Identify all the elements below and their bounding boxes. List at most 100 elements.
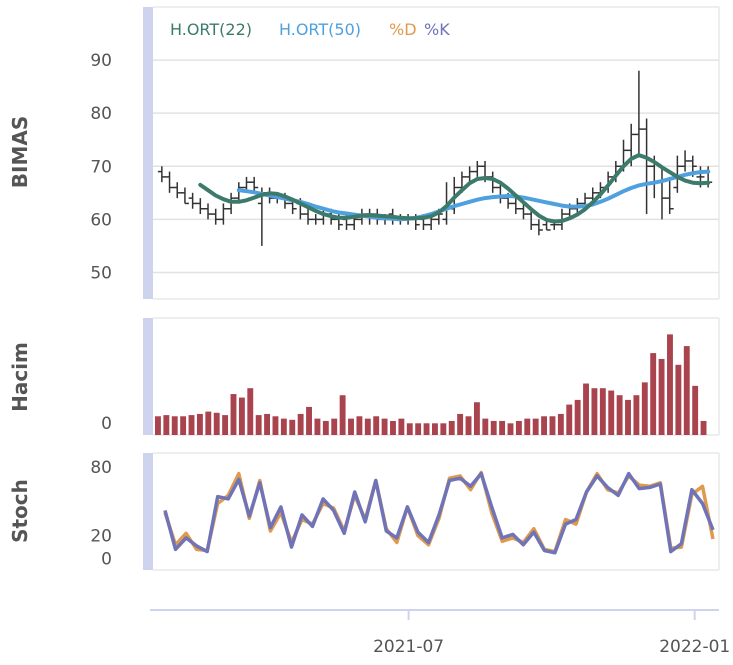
ohlc-bar (642, 118, 651, 215)
x-axis-ticks: 2021-07 2022-01 (373, 610, 730, 657)
volume-bar (339, 395, 346, 435)
ohlc-bar (473, 160, 482, 177)
volume-bar (507, 423, 514, 435)
ohlc-bar (311, 214, 320, 225)
volume-bar (155, 416, 161, 435)
ohlc-bar (511, 198, 520, 215)
ohlc-bar (527, 208, 536, 230)
legend-ma50[interactable]: H.ORT(50) (279, 20, 361, 39)
legend-d[interactable]: %D (389, 20, 417, 39)
price-y-tick-label: 60 (90, 210, 112, 230)
price-y-tick-label: 50 (90, 263, 112, 283)
ohlc-bar (519, 203, 528, 220)
x-tick-label: 2021-07 (373, 637, 444, 657)
volume-bar (566, 404, 573, 435)
volume-bar (381, 418, 388, 435)
volume-bar (641, 382, 648, 435)
volume-bar (524, 418, 531, 435)
ohlc-bar (211, 208, 220, 225)
volume-bar (306, 406, 312, 435)
ohlc-bar (157, 166, 166, 183)
volume-bar (238, 397, 245, 435)
volume-bar (390, 420, 396, 435)
volume-bar (247, 388, 254, 435)
price-panel-title: BIMAS (8, 116, 32, 188)
volume-bar (289, 419, 296, 435)
volume-bar (482, 418, 489, 435)
volume-bar (633, 395, 640, 435)
volume-bar (700, 420, 707, 435)
ohlc-bar (465, 166, 474, 183)
price-y-tick-label: 90 (90, 51, 112, 71)
price-panel: 50 60 70 80 90 H.ORT(22) H.ORT(50) %D %K BIM… (8, 6, 720, 300)
volume-bar (314, 418, 321, 435)
volume-bar (171, 416, 178, 435)
volume-bar (465, 416, 472, 435)
volume-bar (457, 413, 464, 435)
volume-bar (423, 423, 430, 435)
ohlc-bar (657, 166, 666, 220)
volume-bar (473, 402, 480, 435)
ma22-line (198, 153, 711, 224)
volume-bar (608, 390, 615, 435)
price-y-ticks: 50 60 70 80 90 (90, 51, 112, 283)
volume-bar (658, 358, 665, 435)
volume-bar (272, 416, 279, 435)
ohlc-bar (250, 176, 259, 193)
volume-bar (574, 399, 581, 435)
stoch-panel-title: Stoch (8, 479, 32, 543)
volume-bar (364, 418, 371, 435)
volume-bar (322, 420, 329, 435)
volume-bar (440, 423, 447, 435)
ma50-line (236, 169, 711, 222)
stoch-panel-scrollbar[interactable] (143, 453, 153, 570)
volume-bar (541, 416, 548, 435)
volume-bar (667, 334, 673, 435)
volume-bar (230, 394, 237, 435)
stoch-k-line (163, 471, 715, 555)
volume-bar (432, 423, 438, 435)
volume-bar (398, 418, 405, 435)
price-panel-scrollbar[interactable] (143, 7, 153, 299)
stoch-y-tick-label: 20 (90, 527, 112, 547)
volume-bar (188, 415, 195, 435)
volume-bar (255, 415, 262, 435)
price-gridlines (153, 59, 719, 274)
ohlc-bar (188, 192, 197, 209)
volume-bar (625, 399, 631, 435)
volume-bar (692, 385, 699, 435)
ohlc-bar (173, 182, 182, 199)
volume-panel-scrollbar[interactable] (143, 318, 153, 435)
volume-bar (591, 388, 598, 435)
legend-k[interactable]: %K (424, 20, 450, 39)
stoch-y-ticks: 0 20 80 (90, 458, 112, 570)
volume-bar (675, 364, 682, 435)
ohlc-bar (673, 155, 682, 193)
volume-bar (205, 411, 212, 435)
volume-bar (415, 423, 422, 435)
volume-bar (356, 416, 363, 435)
volume-bar (373, 416, 380, 435)
stoch-y-tick-label: 0 (101, 550, 112, 570)
volume-bar (490, 420, 497, 435)
volume-bar (180, 416, 187, 435)
legend: H.ORT(22) H.ORT(50) %D %K (170, 20, 450, 39)
price-y-tick-label: 80 (90, 104, 112, 124)
ohlc-bar (219, 203, 228, 225)
legend-ma22[interactable]: H.ORT(22) (170, 20, 252, 39)
volume-panel-title: Hacim (8, 342, 32, 412)
volume-bar (650, 353, 657, 435)
volume-bar (448, 420, 455, 435)
ohlc-bar (196, 198, 205, 215)
ohlc-bar (165, 171, 174, 193)
volume-bar (557, 413, 564, 435)
volume-bar (515, 420, 522, 435)
volume-panel: 0 Hacim (8, 317, 720, 436)
stoch-y-tick-label: 80 (90, 458, 112, 478)
ohlc-bar (180, 187, 189, 205)
volume-bar (406, 423, 413, 435)
ohlc-bar (204, 203, 213, 220)
volume-bar (163, 415, 170, 435)
volume-bar (532, 418, 539, 435)
